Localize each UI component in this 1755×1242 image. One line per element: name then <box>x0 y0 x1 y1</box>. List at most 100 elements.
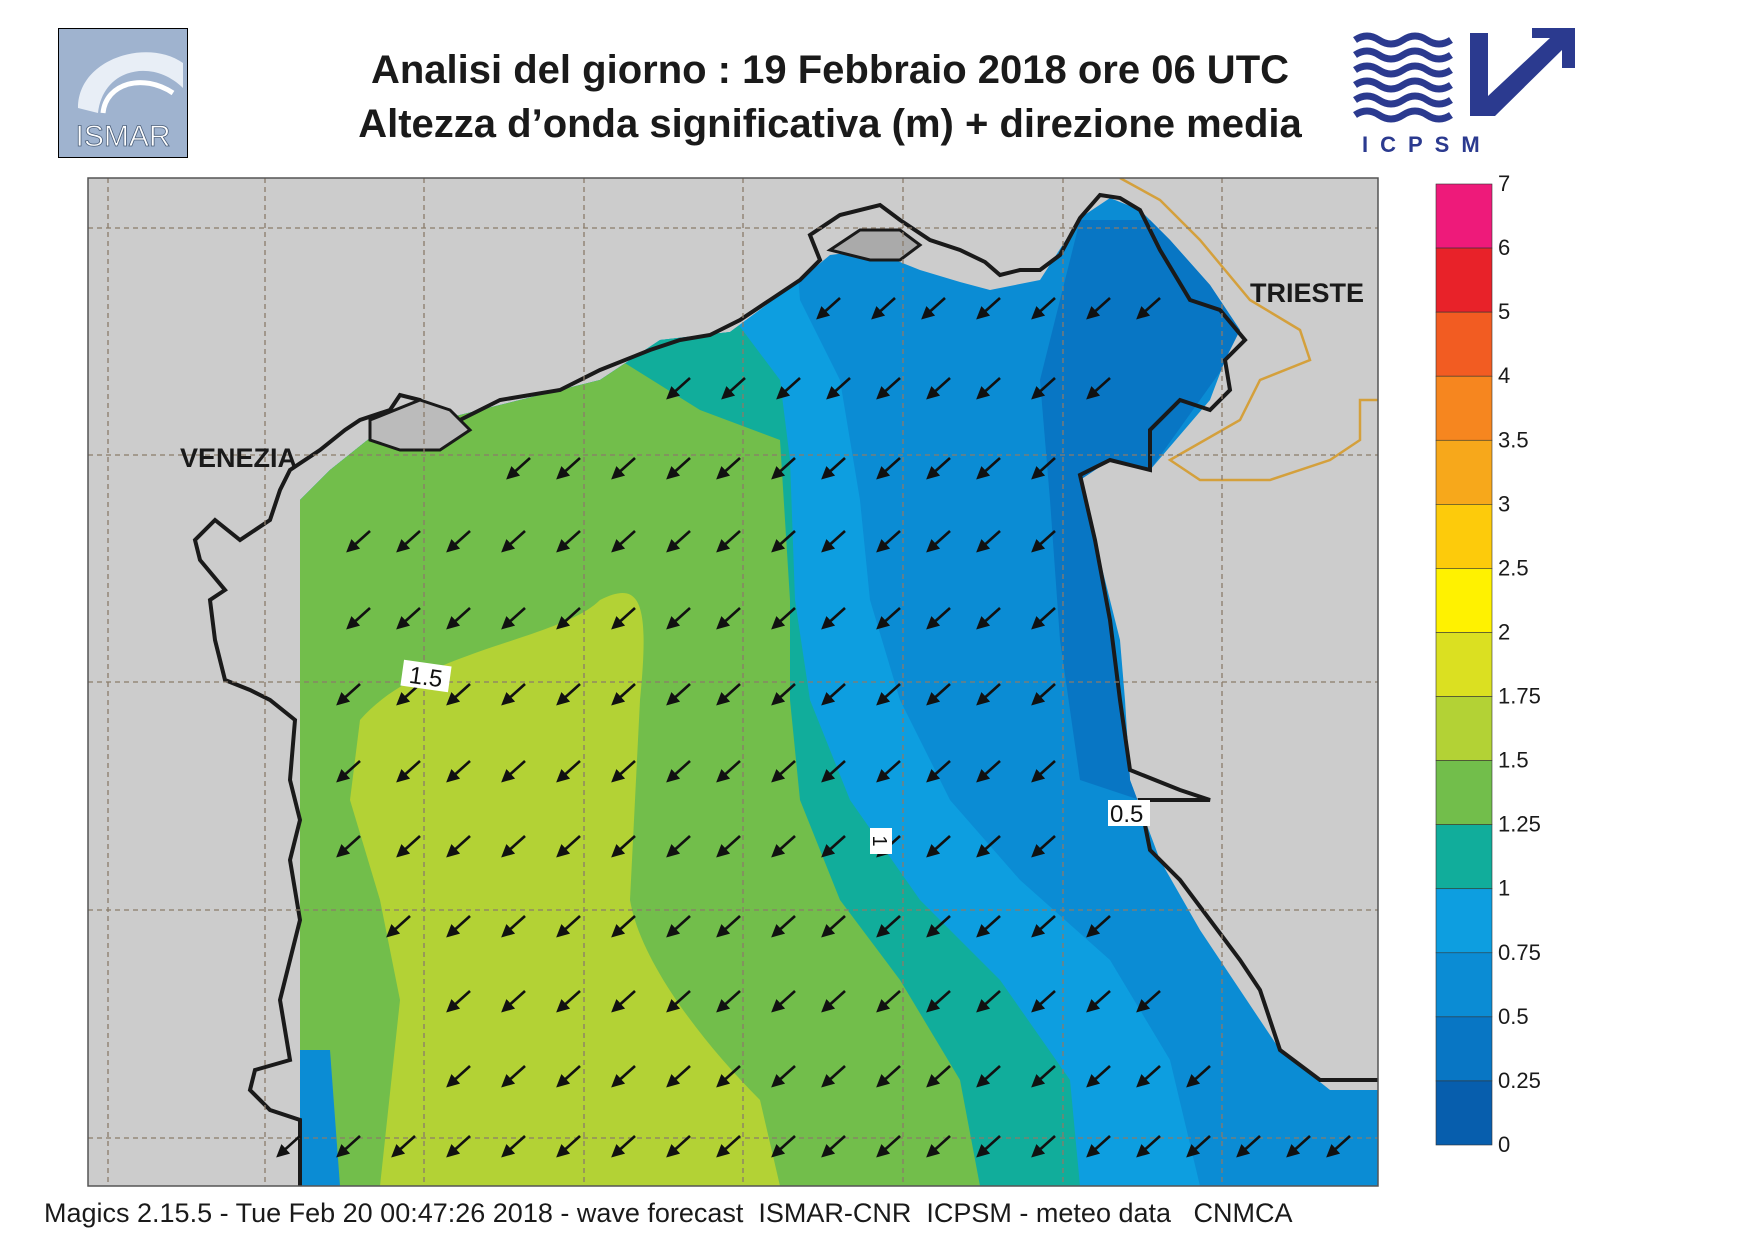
wave-direction-arrow <box>716 835 741 858</box>
wave-direction-arrow <box>721 377 746 400</box>
contour-label-box-2 <box>870 828 892 854</box>
label-trieste: TRIESTE <box>1250 278 1364 308</box>
wave-direction-arrow <box>776 377 801 400</box>
legend-swatch <box>1435 439 1493 505</box>
wave-direction-arrow <box>666 760 691 783</box>
legend-swatch <box>1435 375 1493 441</box>
legend-swatch <box>1435 247 1493 313</box>
title-line-1: Analisi del giorno : 19 Febbraio 2018 or… <box>370 48 1290 92</box>
wave-direction-arrow <box>771 990 796 1013</box>
legend-swatch <box>1435 824 1493 890</box>
footer-credits: Magics 2.15.5 - Tue Feb 20 00:47:26 2018… <box>44 1198 1293 1228</box>
wave-direction-arrow <box>611 990 636 1013</box>
legend-swatch <box>1435 1016 1493 1082</box>
wave-direction-arrow <box>446 990 471 1013</box>
wave-direction-arrow <box>1236 1135 1261 1158</box>
wave-direction-arrow <box>446 760 471 783</box>
contour-label-box-1 <box>400 659 452 693</box>
wave-direction-arrow <box>446 683 471 706</box>
legend-tick-label: 1.75 <box>1498 684 1541 709</box>
wave-direction-arrow <box>771 1135 796 1158</box>
wave-direction-arrow <box>336 1135 361 1158</box>
wave-direction-arrow <box>396 530 421 553</box>
wave-direction-arrow <box>556 1135 581 1158</box>
legend-swatch <box>1435 888 1493 954</box>
legend-tick-label: 6 <box>1498 235 1510 260</box>
wave-direction-arrow <box>506 457 531 480</box>
wave-direction-arrow <box>821 1135 846 1158</box>
wave-direction-arrow <box>821 835 846 858</box>
wave-direction-arrow <box>976 607 1001 630</box>
wave-direction-arrow <box>771 760 796 783</box>
wave-direction-arrow <box>976 457 1001 480</box>
wave-direction-arrow <box>821 457 846 480</box>
band-0-5-0-75 <box>1040 220 1250 800</box>
legend-swatch <box>1435 504 1493 569</box>
icpsm-logo-text: ICPSM <box>1362 132 1492 157</box>
wave-direction-arrow <box>1031 835 1056 858</box>
wave-direction-arrow <box>1031 683 1056 706</box>
wave-direction-arrow <box>611 1135 636 1158</box>
ismar-logo-text: ISMAR <box>75 120 170 153</box>
wave-direction-arrow <box>386 915 411 938</box>
istria-coast <box>826 228 923 262</box>
legend-tick-label: 1.5 <box>1498 748 1529 773</box>
contour-label-1-5: 1.5 <box>407 662 444 693</box>
wave-direction-arrow <box>666 683 691 706</box>
wave-direction-arrow <box>556 457 581 480</box>
wave-direction-arrow <box>666 607 691 630</box>
wave-direction-arrow <box>446 1065 471 1088</box>
wave-direction-arrow <box>346 607 371 630</box>
wave-direction-arrow <box>876 377 901 400</box>
wave-direction-arrow <box>346 530 371 553</box>
legend-tick-label: 3.5 <box>1498 427 1529 452</box>
legend-tick-label: 0.25 <box>1498 1068 1541 1093</box>
wave-direction-arrow <box>1136 1065 1161 1088</box>
wave-direction-arrow <box>611 1065 636 1088</box>
wave-direction-arrow <box>771 457 796 480</box>
wave-direction-arrow <box>771 835 796 858</box>
wave-direction-arrow <box>716 990 741 1013</box>
wave-direction-arrow <box>1031 1065 1056 1088</box>
legend-swatch <box>1435 632 1493 697</box>
wave-direction-arrow <box>1086 1065 1111 1088</box>
legend-swatch <box>1435 183 1493 249</box>
wave-direction-arrow <box>556 1065 581 1088</box>
wave-direction-arrow <box>821 760 846 783</box>
wave-direction-arrow <box>976 377 1001 400</box>
wave-direction-arrow <box>1086 915 1111 938</box>
wave-direction-arrow <box>1031 607 1056 630</box>
wave-direction-arrow <box>666 530 691 553</box>
wave-direction-arrow <box>1086 297 1111 320</box>
wave-direction-arrow <box>1031 760 1056 783</box>
wave-direction-arrow <box>501 990 526 1013</box>
wave-direction-arrow <box>976 1135 1001 1158</box>
wave-direction-arrow <box>876 1065 901 1088</box>
wave-direction-arrow <box>556 530 581 553</box>
band-1-75-2 <box>350 593 780 1186</box>
wave-direction-arrow <box>446 530 471 553</box>
wave-direction-arrow <box>501 683 526 706</box>
contour-label-1: 1 <box>868 835 890 846</box>
wave-direction-arrow <box>926 1065 951 1088</box>
wave-direction-arrow <box>556 683 581 706</box>
wave-direction-arrow <box>556 990 581 1013</box>
wave-direction-arrow <box>821 990 846 1013</box>
wave-direction-arrow <box>876 915 901 938</box>
wave-direction-arrow <box>926 683 951 706</box>
legend-tick-label: 3 <box>1498 491 1510 516</box>
wave-direction-arrow <box>666 1135 691 1158</box>
wave-direction-arrow <box>666 1065 691 1088</box>
wave-direction-arrow <box>876 530 901 553</box>
wave-direction-arrow <box>871 297 896 320</box>
icpsm-logo: ICPSM <box>1353 28 1575 157</box>
wave-direction-arrow <box>876 760 901 783</box>
wave-direction-arrow <box>821 1065 846 1088</box>
wave-direction-arrow <box>396 607 421 630</box>
wave-direction-arrow <box>926 1135 951 1158</box>
wave-direction-arrow <box>1186 1065 1211 1088</box>
wave-direction-arrow <box>976 760 1001 783</box>
wave-direction-arrow <box>1031 915 1056 938</box>
wave-direction-arrow <box>976 990 1001 1013</box>
